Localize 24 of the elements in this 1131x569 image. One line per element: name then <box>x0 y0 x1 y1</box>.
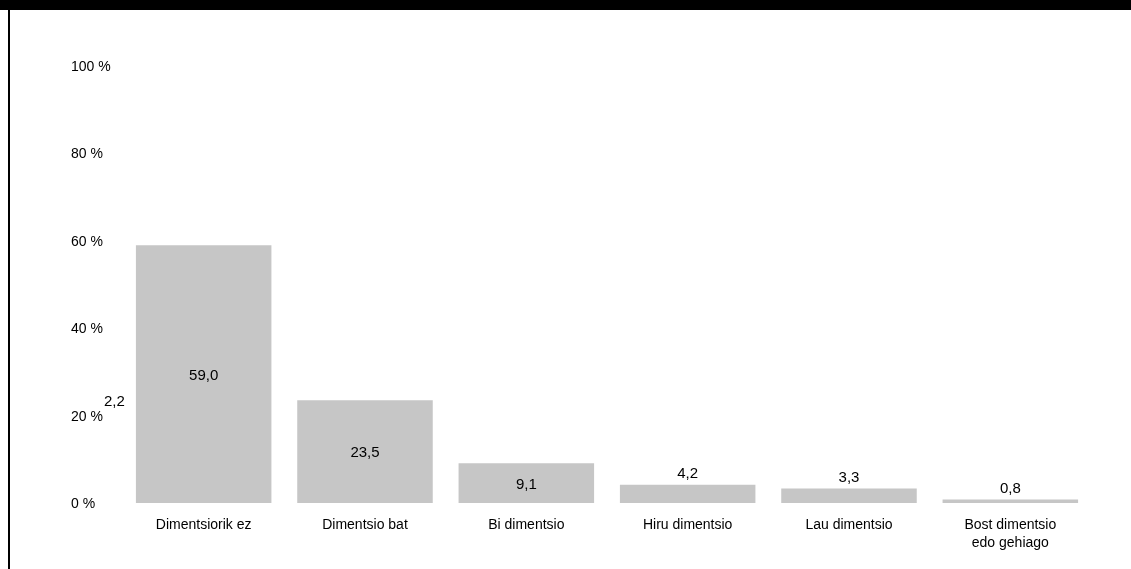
y-tick-label: 80 % <box>71 145 103 162</box>
x-tick-label: Hiru dimentsio <box>642 516 733 532</box>
x-tick-label: Bi dimentsio <box>488 516 565 532</box>
y-tick-label: 100 % <box>71 58 111 74</box>
data-label: 3,3 <box>838 467 860 485</box>
y-tick-label: 40 % <box>71 320 103 337</box>
bar <box>781 488 917 503</box>
data-label: 23,5 <box>350 443 380 461</box>
bar <box>297 400 433 503</box>
y-tick-label: 0 % <box>71 495 96 511</box>
annotation: 2,2 <box>104 392 125 409</box>
bar <box>619 484 756 503</box>
y-tick-label: 20 % <box>71 407 103 424</box>
data-label: 0,8 <box>999 478 1021 496</box>
x-tick-label: Lau dimentsio <box>805 516 893 532</box>
x-tick-label: Dimentsiorik ez <box>155 516 252 532</box>
bar <box>458 463 595 503</box>
y-tick-label: 60 % <box>71 232 103 249</box>
x-tick-label: Dimentsio bat <box>322 516 408 532</box>
data-label: 59,0 <box>189 365 219 383</box>
data-label: 4,2 <box>677 463 699 481</box>
x-tick-label: Bost dimentsio edo gehiago <box>964 516 1057 550</box>
bar <box>135 245 272 503</box>
data-label: 9,1 <box>515 474 537 492</box>
